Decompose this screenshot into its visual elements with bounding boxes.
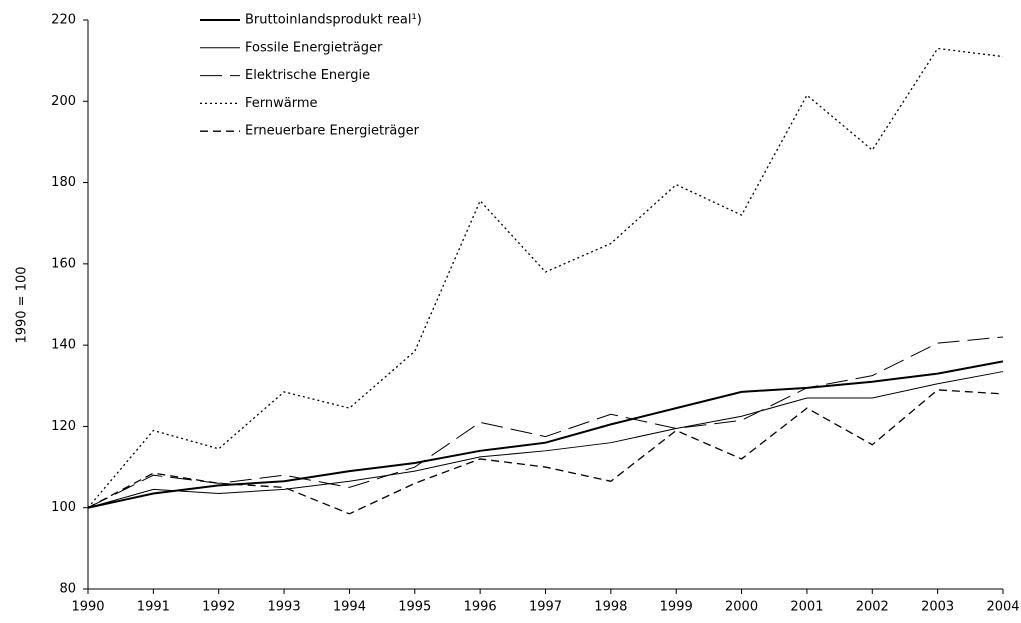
x-tick-label: 1995: [398, 600, 431, 615]
legend-label: Elektrische Energie: [245, 68, 370, 83]
x-tick-label: 1997: [529, 600, 562, 615]
x-tick-label: 1992: [202, 600, 235, 615]
x-tick-label: 2000: [725, 600, 758, 615]
legend-label: Fossile Energieträger: [245, 40, 383, 55]
y-tick-label: 160: [51, 256, 76, 271]
series-line: [87, 371, 1004, 509]
series-line: [87, 389, 1004, 515]
x-tick-label: 1996: [464, 600, 497, 615]
y-axis-label: 1990 = 100: [15, 266, 30, 343]
x-tick-label: 1990: [71, 600, 104, 615]
y-tick-label: 100: [51, 500, 76, 515]
y-tick-label: 200: [51, 94, 76, 109]
y-tick-label: 120: [51, 419, 76, 434]
x-tick-label: 2004: [986, 600, 1019, 615]
x-tick-label: 2001: [790, 600, 823, 615]
x-tick-label: 2003: [921, 600, 954, 615]
series-line: [87, 360, 1004, 509]
series-line: [87, 47, 1004, 509]
y-tick-label: 80: [59, 582, 76, 597]
y-tick-label: 220: [51, 13, 76, 28]
x-tick-label: 1993: [268, 600, 301, 615]
y-tick-label: 180: [51, 175, 76, 190]
y-tick-label: 140: [51, 338, 76, 353]
x-tick-label: 2002: [856, 600, 889, 615]
legend-label: Bruttoinlandsprodukt real¹): [245, 13, 422, 28]
legend-label: Erneuerbare Energieträger: [245, 124, 420, 139]
legend-label: Fernwärme: [245, 96, 318, 111]
x-tick-label: 1998: [594, 600, 627, 615]
x-tick-label: 1994: [333, 600, 366, 615]
series-line: [87, 336, 1004, 509]
x-tick-label: 1991: [137, 600, 170, 615]
x-tick-label: 1999: [660, 600, 693, 615]
